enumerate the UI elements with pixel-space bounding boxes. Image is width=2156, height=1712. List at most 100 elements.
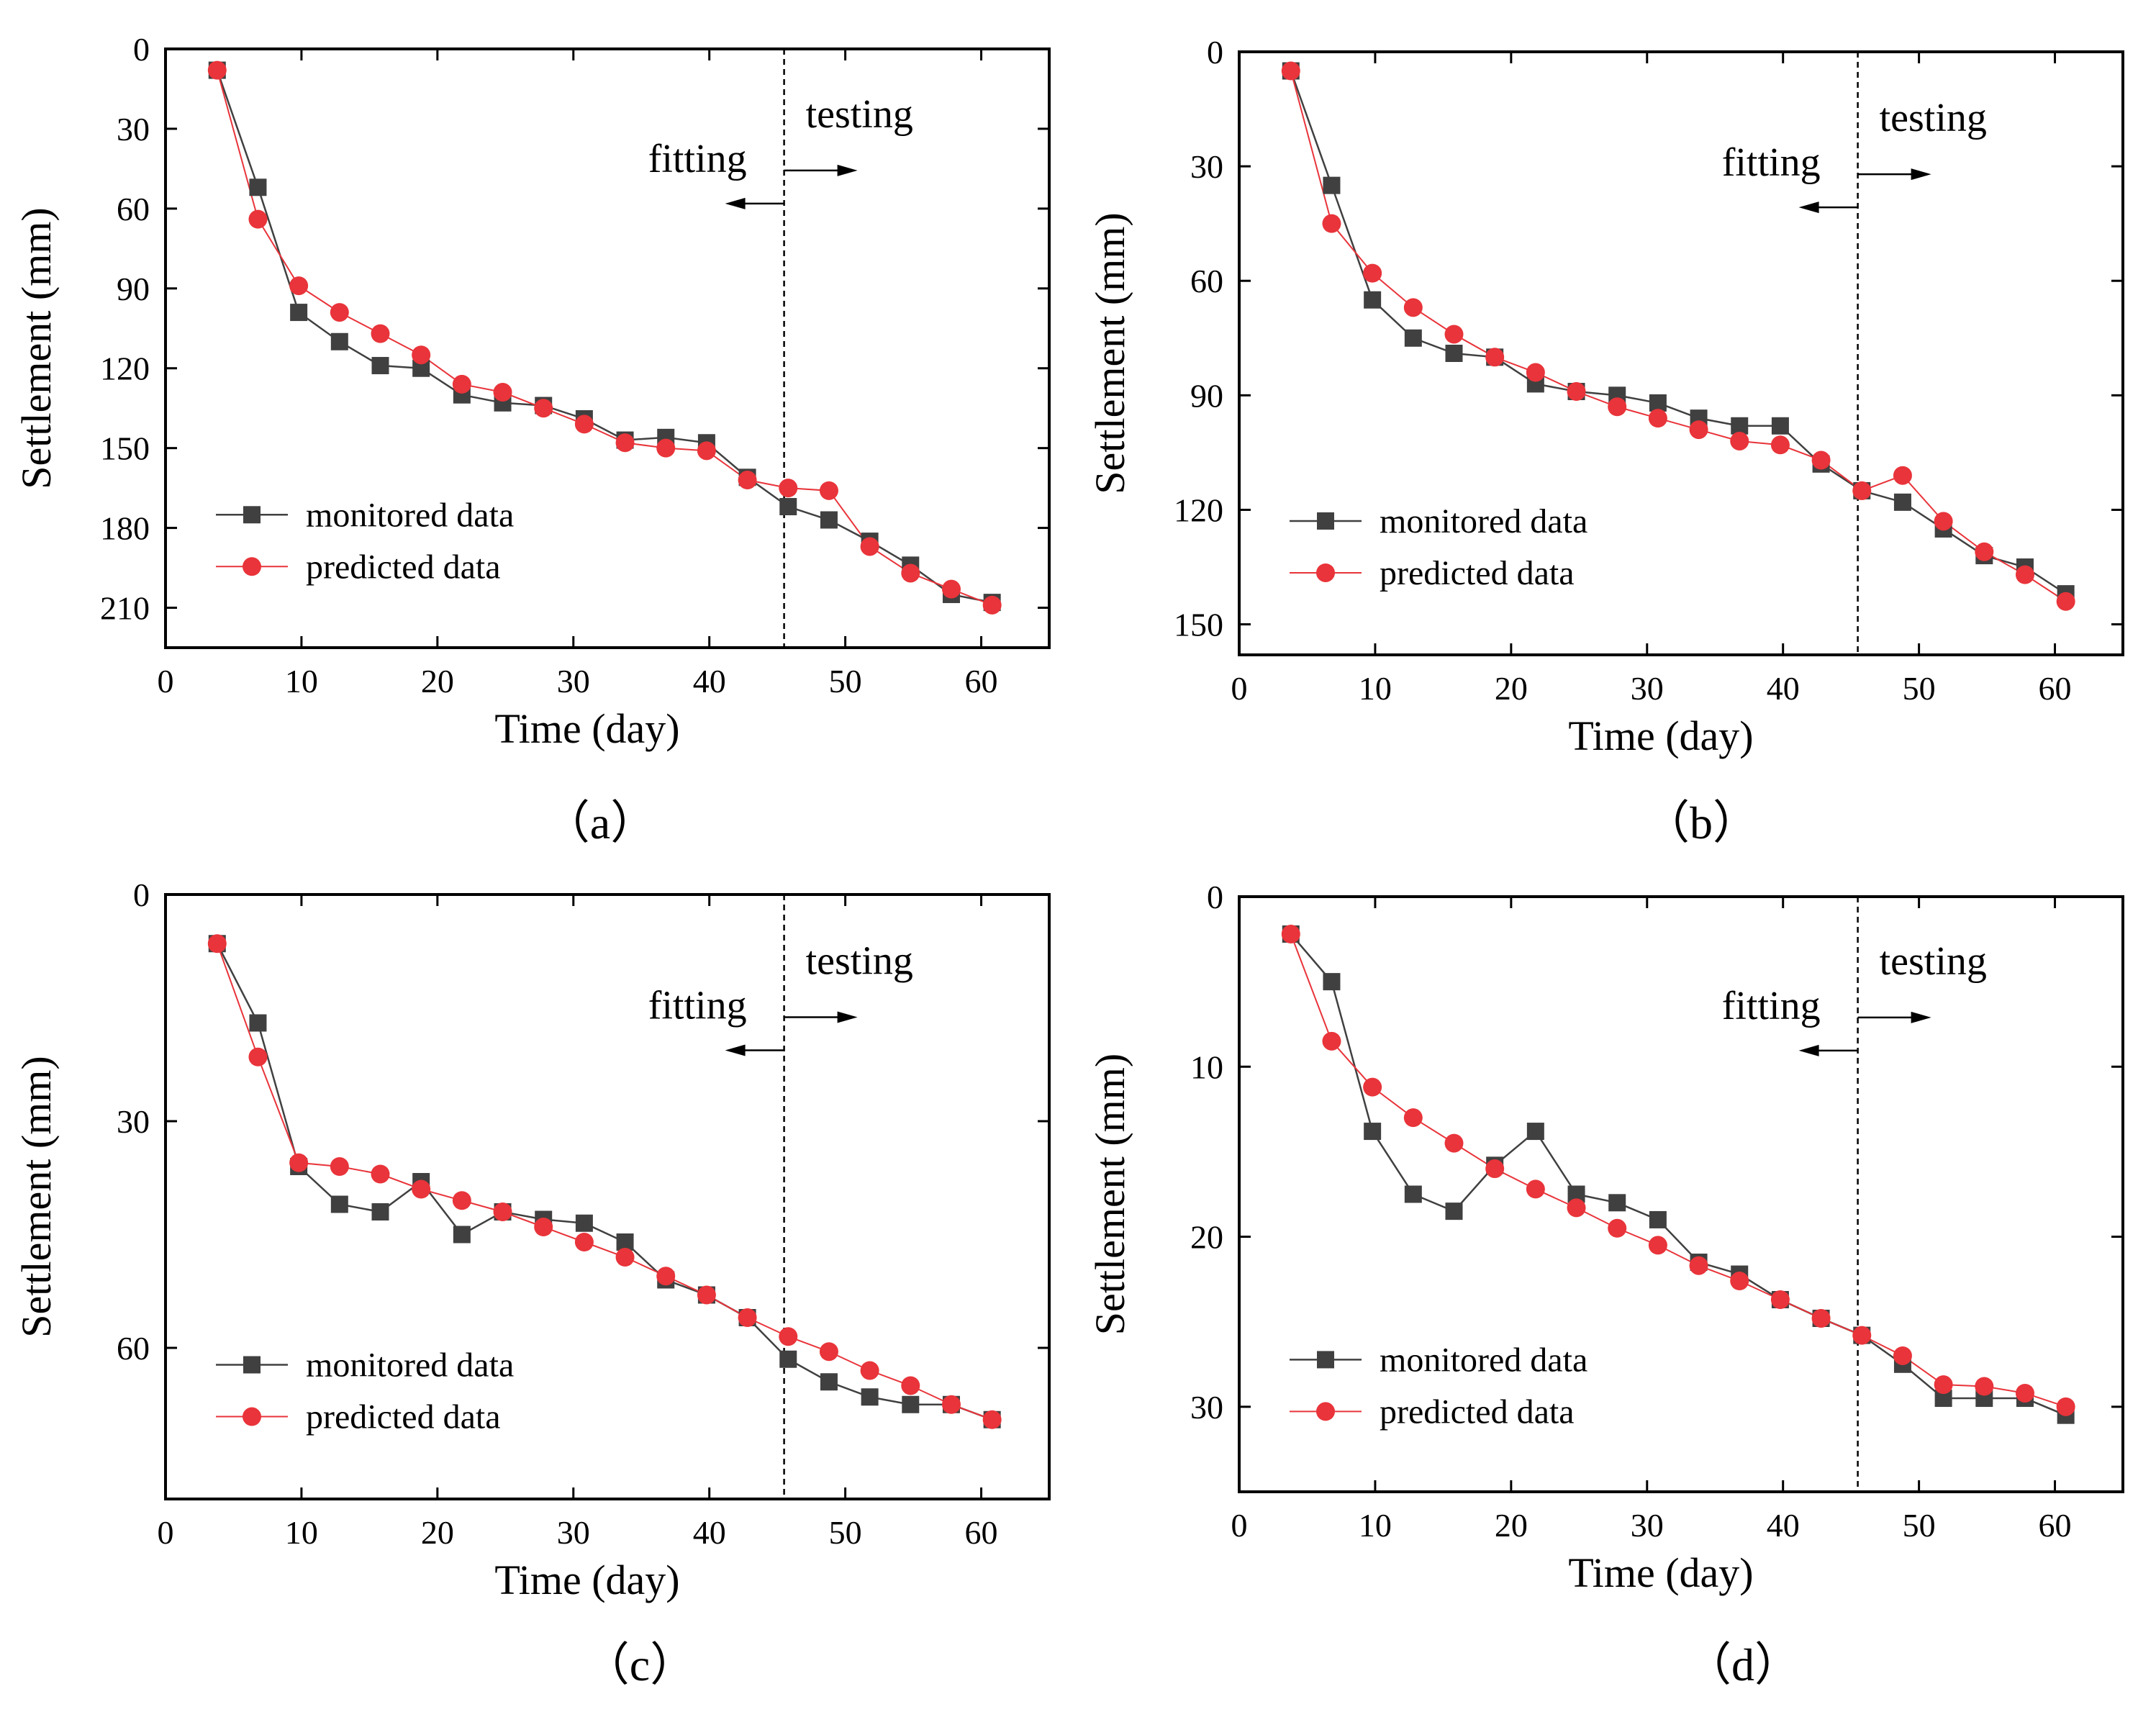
monitored-point xyxy=(453,1226,471,1244)
fitting-arrow-head xyxy=(1798,1044,1819,1056)
predicted-point xyxy=(1648,409,1667,428)
x-tick-label: 20 xyxy=(1495,1507,1528,1544)
monitored-point xyxy=(1608,1194,1626,1212)
monitored-point xyxy=(1364,1123,1382,1141)
monitored-point xyxy=(330,1195,348,1213)
monitored-point xyxy=(1771,417,1789,435)
predicted-point xyxy=(1852,1326,1872,1345)
x-axis-title: Time (day) xyxy=(494,1557,679,1603)
x-tick-label: 60 xyxy=(2039,1507,2072,1544)
testing-arrow-head xyxy=(1911,1011,1931,1023)
predicted-point xyxy=(1770,1290,1790,1309)
y-axis-title: Settlement (mm) xyxy=(13,1056,60,1337)
monitored-point xyxy=(779,498,797,516)
predicted-point xyxy=(982,595,1002,615)
monitored-point xyxy=(1323,176,1341,194)
predicted-point xyxy=(1485,1159,1505,1179)
predicted-point xyxy=(1403,298,1423,317)
predicted-point xyxy=(1363,263,1382,283)
y-axis-title: Settlement (mm) xyxy=(1087,1054,1133,1335)
monitored-point xyxy=(779,1350,797,1368)
x-tick-label: 20 xyxy=(421,1514,454,1551)
y-tick-label: 30 xyxy=(1190,1389,1223,1426)
legend-predicted-label: predicted data xyxy=(1380,1392,1575,1431)
monitored-point xyxy=(1893,493,1911,511)
legend-monitored-label: monitored data xyxy=(306,496,514,534)
x-tick-label: 10 xyxy=(285,1514,318,1551)
predicted-point xyxy=(412,1179,431,1199)
x-tick-label: 0 xyxy=(158,663,174,699)
chart-panel: 0 10 20 30 40 50 60 0 30 60 90 120 150 180 210 Time (da… xyxy=(13,31,1051,848)
testing-arrow-head xyxy=(1911,168,1931,181)
y-tick-label: 120 xyxy=(1174,492,1223,528)
predicted-point xyxy=(452,374,471,394)
fitting-label: fitting xyxy=(1722,140,1821,185)
predicted-point xyxy=(1811,450,1831,470)
x-tick-label: 40 xyxy=(693,663,726,699)
predicted-point xyxy=(1444,1133,1464,1153)
predicted-point xyxy=(574,1233,594,1251)
x-tick-label: 20 xyxy=(1495,670,1528,707)
predicted-point xyxy=(1608,397,1627,417)
x-tick-label: 50 xyxy=(829,663,862,699)
predicted-point xyxy=(534,1218,553,1236)
x-axis-title: Time (day) xyxy=(1568,1549,1753,1596)
predicted-point xyxy=(1852,481,1872,500)
predicted-point xyxy=(2015,565,2034,584)
y-tick-label: 0 xyxy=(1207,879,1223,915)
predicted-point xyxy=(901,1376,920,1395)
predicted-point xyxy=(2056,1397,2075,1416)
predicted-point xyxy=(371,324,390,343)
x-tick-label: 0 xyxy=(158,1514,174,1551)
legend-monitored-label: monitored data xyxy=(1380,502,1587,540)
x-tick-label: 30 xyxy=(557,1514,590,1551)
predicted-point xyxy=(1975,542,1994,561)
y-tick-label: 150 xyxy=(100,430,150,467)
monitored-point xyxy=(290,304,308,322)
predicted-point xyxy=(697,1285,716,1305)
y-tick-label: 210 xyxy=(100,590,150,627)
monitored-point xyxy=(1364,291,1382,309)
predicted-point xyxy=(207,60,227,80)
predicted-point xyxy=(574,415,594,434)
monitored-point xyxy=(1404,329,1422,347)
testing-label: testing xyxy=(1880,939,1987,984)
predicted-series-line xyxy=(1290,933,2066,1408)
predicted-point xyxy=(1689,1256,1708,1275)
predicted-point xyxy=(1567,1198,1586,1218)
predicted-point xyxy=(779,1327,798,1346)
y-tick-label: 150 xyxy=(1174,607,1223,643)
predicted-point xyxy=(656,1267,676,1286)
predicted-point xyxy=(1975,1377,1994,1396)
x-tick-label: 10 xyxy=(285,663,318,699)
predicted-point xyxy=(330,1157,349,1176)
predicted-point xyxy=(1893,466,1912,485)
predicted-point xyxy=(860,1361,879,1380)
predicted-point xyxy=(412,345,431,365)
plot-frame xyxy=(1238,895,2124,1493)
predicted-point xyxy=(1934,1375,1953,1395)
monitored-point xyxy=(1404,1185,1422,1203)
x-tick-label: 50 xyxy=(1903,1507,1936,1544)
chart-panel: 0 10 20 30 40 50 60 0 10 20 30 Time (day) Settlement… xyxy=(1087,879,2124,1690)
predicted-point xyxy=(1281,61,1300,81)
predicted-point xyxy=(941,579,961,599)
monitored-point xyxy=(820,1373,838,1391)
predicted-point xyxy=(1403,1108,1423,1128)
plot-frame xyxy=(164,893,1051,1500)
x-tick-label: 10 xyxy=(1359,1507,1392,1544)
x-tick-label: 60 xyxy=(2039,670,2072,707)
y-tick-label: 60 xyxy=(117,1330,150,1367)
predicted-point xyxy=(289,276,309,296)
panel-caption: （c） xyxy=(584,1639,696,1690)
legend-monitored-label: monitored data xyxy=(306,1346,514,1385)
fitting-arrow-head xyxy=(725,197,746,209)
y-tick-label: 30 xyxy=(117,111,150,148)
predicted-point xyxy=(493,1203,512,1221)
predicted-point xyxy=(1730,431,1749,450)
x-tick-label: 60 xyxy=(965,1514,998,1551)
legend-monitored-marker xyxy=(1317,512,1334,530)
y-tick-label: 20 xyxy=(1190,1219,1223,1256)
predicted-point xyxy=(738,471,757,490)
monitored-point xyxy=(249,1014,267,1032)
